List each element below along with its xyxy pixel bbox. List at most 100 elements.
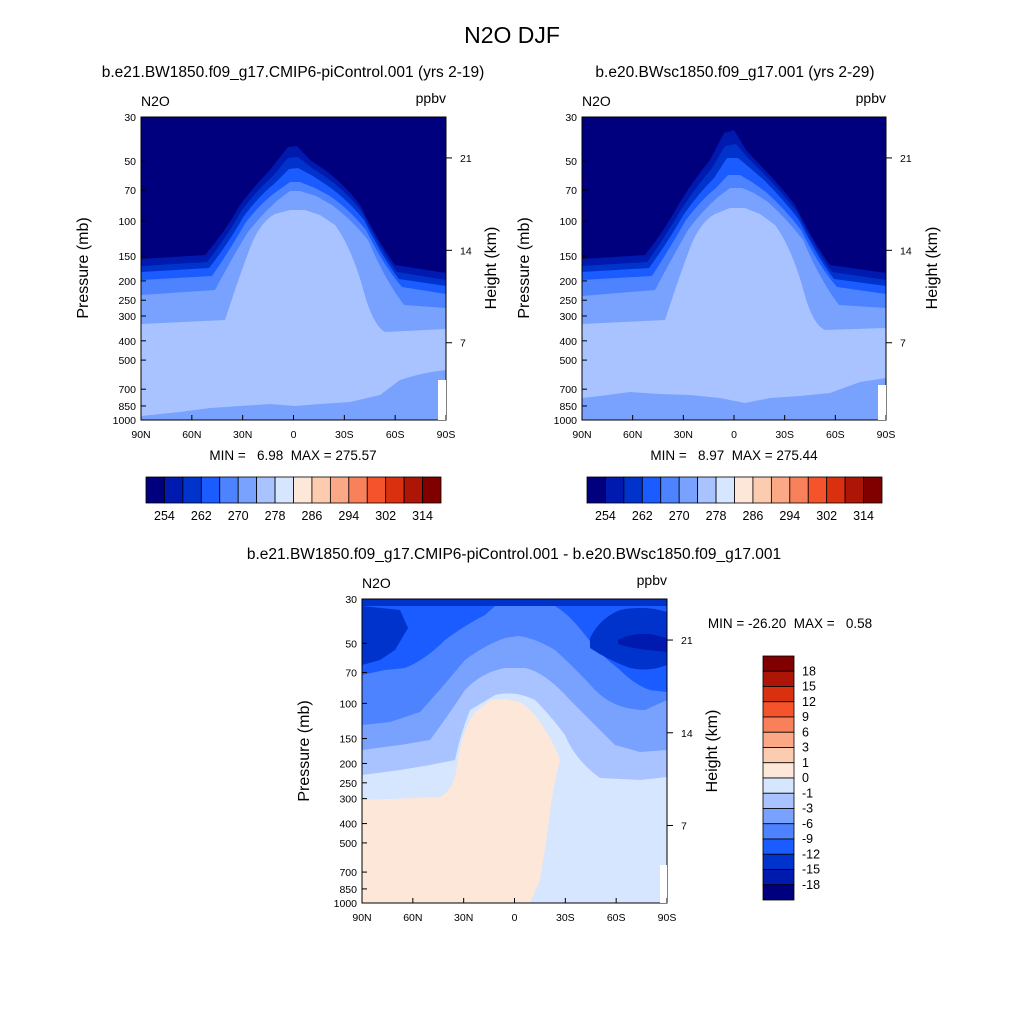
pressure-tick-label: 250 — [339, 778, 357, 790]
colorbar-swatch — [762, 838, 795, 855]
panel-2-colorbar: 254 262 270 278 286 294 302 314 — [586, 476, 883, 523]
colorbar-swatch — [348, 476, 368, 504]
colorbar-swatch — [762, 716, 795, 733]
colorbar-label: 278 — [706, 509, 727, 523]
colorbar-swatch — [385, 476, 405, 504]
colorbar-swatch — [678, 476, 699, 504]
colorbar-swatch — [605, 476, 625, 504]
colorbar-label: -9 — [802, 832, 813, 846]
missing-data-corner — [878, 385, 886, 420]
colorbar-swatch — [274, 476, 294, 504]
colorbar-swatch — [762, 686, 795, 703]
pressure-tick-label: 50 — [124, 156, 136, 168]
colorbar-swatch — [237, 476, 258, 504]
latitude-tick-label: 60N — [403, 912, 422, 924]
colorbar-label: 0 — [802, 771, 809, 785]
colorbar-swatch — [586, 476, 606, 504]
colorbar-swatch — [422, 476, 442, 504]
pressure-tick-label: 300 — [118, 311, 136, 323]
pressure-tick-label: 700 — [559, 384, 577, 396]
colorbar-label: 3 — [802, 741, 809, 755]
latitude-tick-label: 90S — [437, 429, 456, 441]
colorbar-swatch — [762, 701, 795, 718]
diff-band-level-minus-18 — [618, 633, 667, 652]
pressure-tick-label: 70 — [565, 185, 577, 197]
colorbar-swatch — [660, 476, 680, 504]
colorbar-swatch — [715, 476, 735, 504]
colorbar-label: 12 — [802, 695, 816, 709]
colorbar-swatch — [762, 884, 795, 901]
colorbar-swatch — [762, 670, 795, 687]
latitude-tick-label: 30S — [556, 912, 575, 924]
colorbar-label: -3 — [802, 802, 813, 816]
colorbar-swatch — [641, 476, 662, 504]
colorbar-swatch — [145, 476, 165, 504]
colorbar-swatch — [762, 747, 795, 764]
panel-2-title: b.e20.BWsc1850.f09_g17.001 (yrs 2-29) — [595, 64, 874, 81]
panel-3: b.e21.BW1850.f09_g17.CMIP6-piControl.001… — [247, 546, 872, 924]
latitude-tick-label: 90N — [131, 429, 150, 441]
panel-1-y2label: Height (km) — [483, 227, 500, 310]
colorbar-swatch — [762, 808, 795, 825]
pressure-tick-label: 850 — [559, 401, 577, 413]
pressure-tick-label: 850 — [118, 401, 136, 413]
colorbar-label: 302 — [375, 509, 396, 523]
panel-3-units: ppbv — [637, 572, 667, 588]
height-tick-label: 7 — [900, 338, 906, 350]
panel-1-field — [141, 117, 446, 420]
colorbar-swatch — [762, 762, 795, 779]
colorbar-swatch — [762, 731, 795, 748]
diff-band-level-plus-1 — [362, 699, 560, 903]
panel-1-colorbar: 254 262 270 278 286 294 302 314 — [145, 476, 442, 523]
colorbar-label: -1 — [802, 786, 813, 800]
pressure-tick-label: 500 — [559, 355, 577, 367]
colorbar-swatch — [752, 476, 772, 504]
colorbar-swatch — [770, 476, 791, 504]
colorbar-label: 9 — [802, 710, 809, 724]
pressure-tick-label: 70 — [124, 185, 136, 197]
colorbar-swatch — [182, 476, 202, 504]
latitude-tick-label: 0 — [731, 429, 737, 441]
panel-1-axes: 3050701001502002503004005007008501000211… — [113, 112, 472, 441]
latitude-tick-label: 30N — [454, 912, 473, 924]
panel-2-ylabel: Pressure (mb) — [516, 217, 533, 318]
panel-2-stats: MIN = 8.97 MAX = 275.44 — [650, 448, 818, 463]
height-tick-label: 14 — [900, 245, 912, 257]
colorbar-swatch — [844, 476, 864, 504]
latitude-tick-label: 30S — [775, 429, 794, 441]
colorbar-swatch — [200, 476, 221, 504]
pressure-tick-label: 250 — [559, 295, 577, 307]
panel-1-units: ppbv — [416, 90, 446, 106]
diff-band-level-minus-18-top — [362, 599, 667, 606]
colorbar-label: 254 — [154, 509, 175, 523]
height-tick-label: 7 — [681, 820, 687, 832]
latitude-tick-label: 60S — [826, 429, 845, 441]
height-tick-label: 21 — [681, 635, 693, 647]
colorbar-label: 314 — [412, 509, 433, 523]
colorbar-label: 262 — [632, 509, 653, 523]
pressure-tick-label: 400 — [559, 336, 577, 348]
panel-3-stats: MIN = -26.20 MAX = 0.58 — [708, 616, 872, 631]
panel-1-ylabel: Pressure (mb) — [75, 217, 92, 318]
pressure-tick-label: 700 — [118, 384, 136, 396]
pressure-tick-label: 30 — [124, 112, 136, 124]
colorbar-label: 6 — [802, 725, 809, 739]
pressure-tick-label: 250 — [118, 295, 136, 307]
pressure-tick-label: 200 — [118, 276, 136, 288]
pressure-tick-label: 1000 — [554, 415, 578, 427]
pressure-tick-label: 100 — [118, 216, 136, 228]
latitude-tick-label: 60S — [607, 912, 626, 924]
colorbar-swatch — [826, 476, 846, 504]
colorbar-swatch — [311, 476, 331, 504]
colorbar-label: 254 — [595, 509, 616, 523]
missing-data-corner — [660, 865, 667, 903]
colorbar-swatch — [762, 792, 795, 809]
colorbar-swatch — [256, 476, 276, 504]
panel-3-title: b.e21.BW1850.f09_g17.CMIP6-piControl.001… — [247, 546, 781, 563]
latitude-tick-label: 30N — [233, 429, 252, 441]
colorbar-label: -6 — [802, 817, 813, 831]
colorbar-label: 18 — [802, 664, 816, 678]
colorbar-label: 278 — [265, 509, 286, 523]
latitude-tick-label: 30S — [335, 429, 354, 441]
